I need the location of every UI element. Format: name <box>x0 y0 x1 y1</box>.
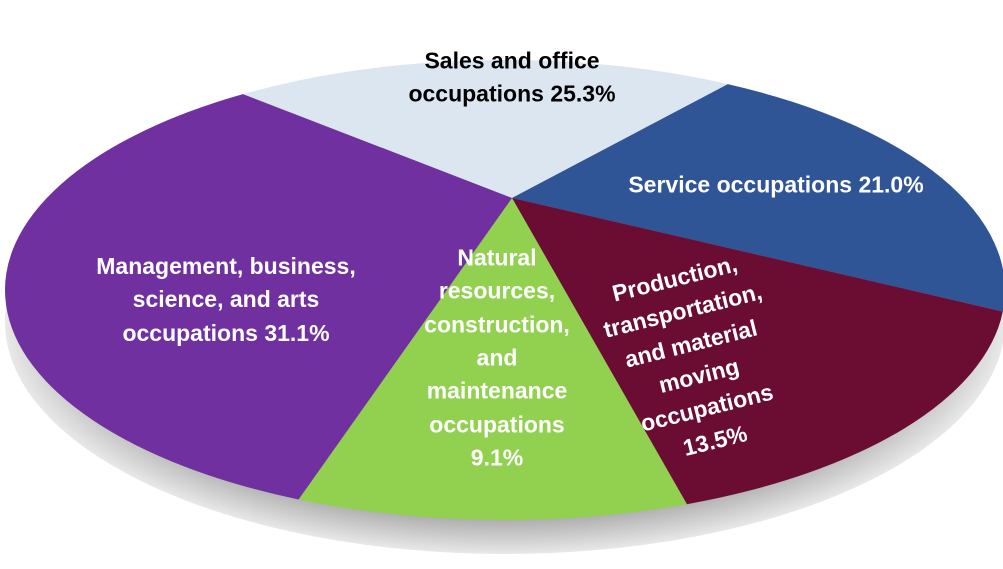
pie-slice <box>512 198 1003 505</box>
slice-label: Sales and office occupations 25.3% <box>362 45 662 112</box>
category-label: Service occupations <box>628 171 853 198</box>
pie-slice <box>298 198 687 520</box>
category-label: Natural resources, construction, and mai… <box>424 244 570 438</box>
value-label: 9.1% <box>470 444 524 471</box>
slice-label: Natural resources, construction, and mai… <box>412 241 582 474</box>
category-label: Sales and office occupations <box>408 47 600 107</box>
slice-label: Service occupations 21.0% <box>586 168 966 201</box>
category-label: Production, transportation, and material… <box>600 250 776 437</box>
value-label: 25.3% <box>550 81 616 107</box>
pie-slice <box>242 59 728 198</box>
slice-label: Management, business, science, and arts … <box>91 250 361 350</box>
value-label: 21.0% <box>858 171 924 198</box>
value-label: 31.1% <box>264 319 330 346</box>
pie-slice <box>512 84 1003 312</box>
category-label: Management, business, science, and arts … <box>96 252 356 346</box>
pie-slice <box>5 94 513 500</box>
